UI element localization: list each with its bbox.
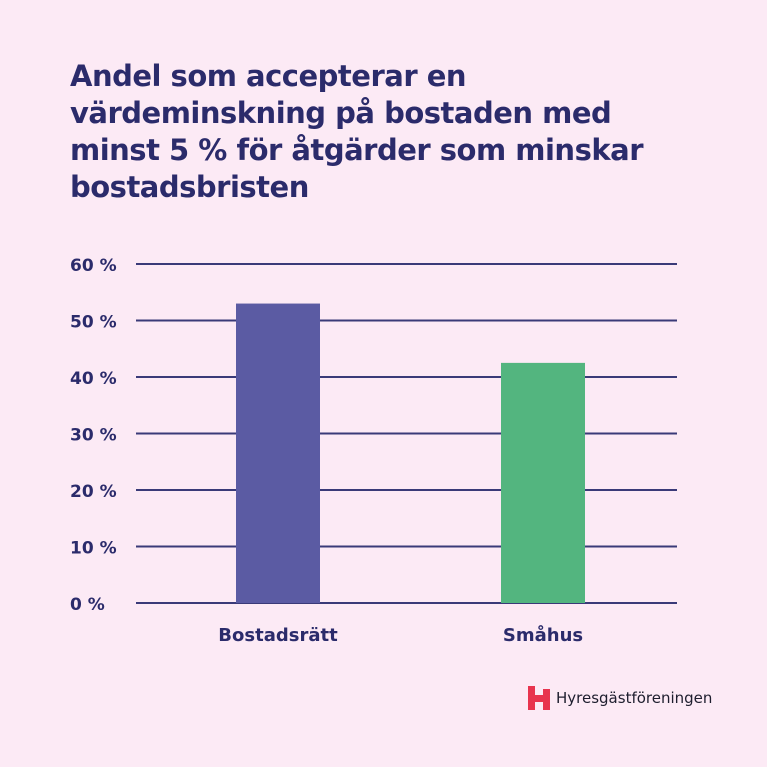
bar-småhus xyxy=(501,362,585,603)
logo: Hyresgästföreningen xyxy=(528,686,712,710)
bar-bostadsrätt xyxy=(236,303,320,603)
y-tick-label: 10 % xyxy=(70,539,117,559)
chart-title: Andel som accepterar en värdeminskning p… xyxy=(70,59,644,204)
x-tick-label: Bostadsrätt xyxy=(218,625,338,646)
logo-h-icon xyxy=(528,686,550,710)
logo-text: Hyresgästföreningen xyxy=(556,689,713,707)
y-tick-label: 50 % xyxy=(70,313,117,333)
y-tick-label: 0 % xyxy=(70,595,105,615)
y-tick-label: 60 % xyxy=(70,256,117,276)
y-tick-label: 40 % xyxy=(70,369,117,389)
y-tick-label: 30 % xyxy=(70,426,117,446)
x-tick-label: Småhus xyxy=(503,624,583,646)
y-tick-label: 20 % xyxy=(70,482,117,502)
